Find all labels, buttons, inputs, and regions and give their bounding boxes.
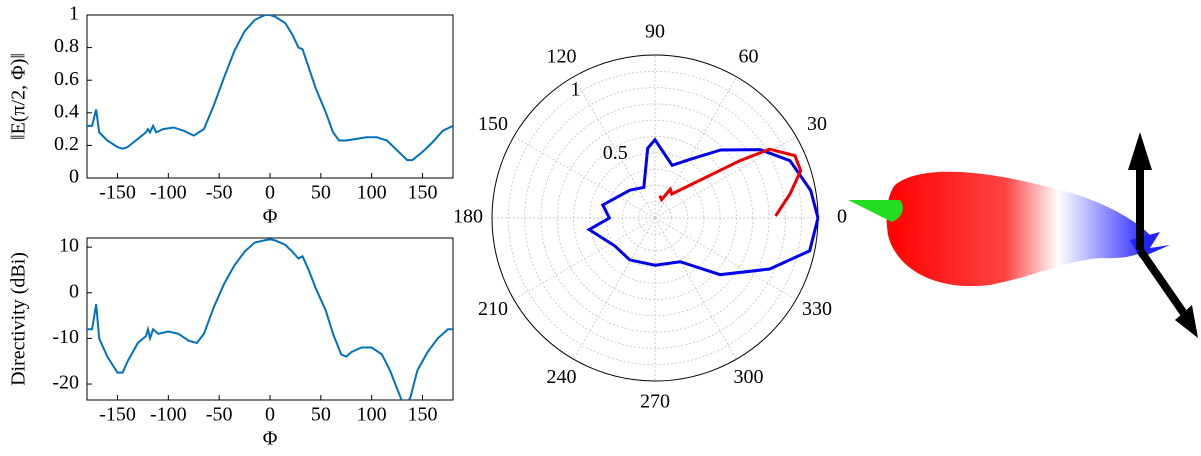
r-tick-label: 1 [571,78,581,100]
theta-tick-label: 60 [739,45,759,67]
x-tick-label: -150 [99,404,136,426]
theta-tick-label: 240 [547,366,577,388]
plot-frame [86,237,454,401]
x-tick-label: 0 [265,404,275,426]
plot-frame [86,14,454,179]
y-tick-label: 0.2 [54,133,79,155]
y-tick-label: 10 [59,235,79,257]
r-grid-circle [573,136,737,300]
r-grid-circle [540,103,770,333]
x-tick-label: 150 [408,404,438,426]
x-tick-label: -100 [150,404,187,426]
y-tick-label: 0 [69,280,79,302]
y-tick-label: 0.8 [54,35,79,57]
theta-tick-label: 210 [478,298,508,320]
theta-tick-label: 330 [802,298,832,320]
x-tick-label: 100 [357,182,387,204]
x-tick-label: 100 [357,404,387,426]
x-tick-label: 150 [408,182,438,204]
x-tick-label: 0 [265,182,275,204]
data-line [87,15,453,162]
y-tick-label: 0 [69,166,79,188]
x-tick-label: 50 [311,182,331,204]
y-tick-label: 0.6 [54,68,79,90]
r-tick-label: 0.5 [603,142,628,164]
r-grid-circle [524,87,786,349]
x-axis-label: Φ [263,206,278,228]
theta-tick-label: 270 [640,391,670,413]
theta-tick-label: 180 [453,206,483,228]
polar-line [586,137,820,277]
data-line [87,238,453,400]
theta-grid-line [654,217,797,300]
theta-tick-label: 300 [734,366,764,388]
theta-grid-line [513,136,656,219]
theta-tick-label: 90 [645,21,665,43]
x-tick-label: 50 [311,404,331,426]
theta-tick-label: 120 [547,45,577,67]
y-tick-label: -20 [52,372,79,394]
x-tick-label: -100 [150,182,187,204]
y-tick-label: 1 [69,3,79,25]
y-tick-label: 0.4 [54,100,79,122]
x-tick-label: -150 [99,182,136,204]
x-axis-label: Φ [263,428,278,450]
x-tick-label: -50 [206,404,233,426]
3d-pattern [848,132,1198,338]
polar-line [658,147,803,217]
theta-grid-line [573,217,656,360]
theta-tick-label: 30 [807,113,827,135]
y-axis-label: ‖E(π/2, Φ)‖ [8,53,30,140]
theta-tick-label: 150 [478,113,508,135]
theta-tick-label: 0 [837,206,847,228]
y-axis-label: Directivity (dBi) [8,252,30,386]
r-grid-circle [507,70,803,366]
theta-grid-line [654,76,737,219]
y-tick-label: -10 [52,326,79,348]
x-tick-label: -50 [206,182,233,204]
